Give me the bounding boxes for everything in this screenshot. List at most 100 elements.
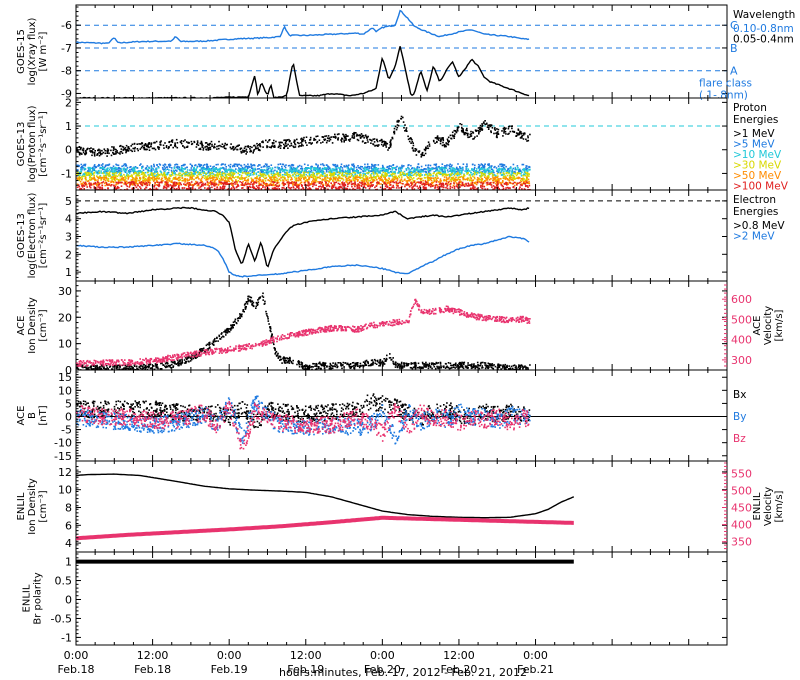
data-point [336,165,339,167]
data-point [305,136,308,138]
data-point [475,171,478,174]
data-point [439,167,442,169]
data-point [159,141,161,143]
data-point [384,175,386,177]
data-point [252,178,254,181]
data-point [332,180,334,182]
data-point [285,143,287,145]
data-point [290,164,293,166]
data-point [308,182,310,185]
data-point [253,171,255,173]
data-point [289,167,292,169]
data-point [389,175,392,177]
data-point [376,183,378,186]
data-point [114,151,117,153]
data-point [93,176,95,179]
data-point [261,141,263,143]
data-point [209,177,212,180]
data-point [245,150,247,152]
data-point [414,148,416,150]
data-point [434,180,436,182]
data-point [308,176,311,179]
data-point [146,145,148,148]
data-point [81,149,84,151]
data-point [306,171,308,173]
data-point [220,187,222,189]
data-point [132,181,135,183]
data-point [237,180,240,182]
data-point [297,174,300,177]
data-point [427,183,430,186]
data-point [345,139,347,141]
data-point [205,168,207,170]
data-point [334,133,336,136]
data-point [515,182,518,185]
data-point [432,167,434,169]
data-point [241,177,244,179]
data-point [296,169,298,171]
data-point [481,125,483,128]
data-point [502,172,505,174]
data-point [374,164,377,166]
data-point [310,170,312,173]
data-point [494,178,496,180]
data-point [140,146,143,149]
legend-note: (.1-.8nm) [699,90,748,102]
data-point [232,184,234,187]
data-point [405,169,408,171]
data-point [227,188,230,190]
data-point [392,171,395,173]
data-point [216,168,218,170]
data-point [411,140,414,143]
data-point [359,165,362,168]
data-point [418,174,421,176]
data-point [517,182,520,185]
data-point [156,177,158,179]
data-point [222,184,225,186]
data-point [110,154,113,157]
data-point [231,147,234,150]
data-point [121,165,123,168]
data-point [202,144,204,147]
data-point [332,175,334,177]
data-point [130,166,132,168]
data-point [310,168,312,171]
data-point [229,168,232,170]
data-point [468,170,470,172]
data-point [197,173,200,176]
data-point [218,179,220,182]
data-point [359,172,361,175]
data-point [181,166,183,169]
data-point [219,188,222,190]
data-point [240,177,243,180]
data-point [386,173,388,175]
data-point [151,174,154,177]
data-point [204,146,206,148]
data-point [222,167,225,169]
data-point [354,179,356,182]
data-point [225,176,228,179]
data-point [389,140,392,142]
data-point [96,153,99,156]
data-point [164,173,166,176]
data-point [442,170,445,173]
data-point [346,175,348,177]
data-point [242,180,244,183]
data-point [225,166,227,168]
data-point [355,166,358,169]
data-point [229,166,231,168]
data-point [247,146,250,148]
data-point [522,134,525,136]
data-point [112,178,115,180]
data-point [231,184,233,186]
data-point [328,177,330,179]
data-point [143,178,146,181]
data-point [240,147,243,150]
data-point [262,181,265,184]
data-point [278,178,281,181]
data-point [449,170,451,172]
data-point [99,153,102,156]
data-point [151,170,153,172]
data-point [270,177,272,180]
data-point [270,168,272,171]
